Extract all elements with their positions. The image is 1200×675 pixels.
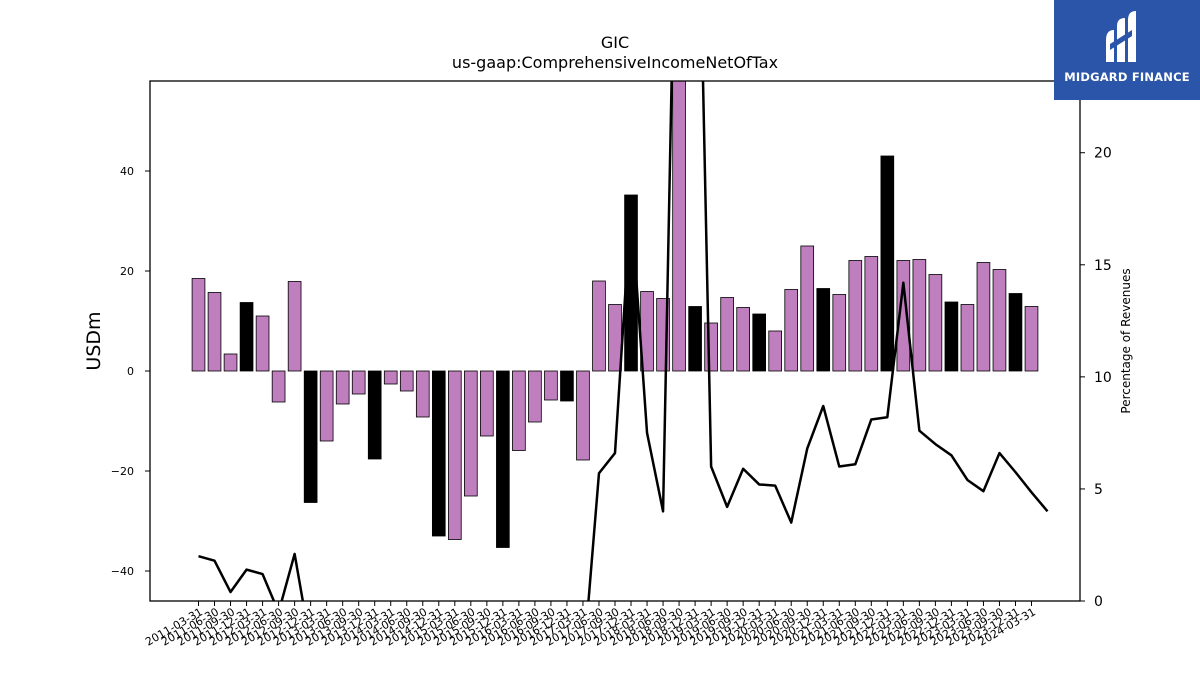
y2-tick-label: 15 [1094,258,1112,274]
brand-name: MIDGARD FINANCE [1064,70,1190,84]
y2-axis: 0 5 10 15 20 [1080,146,1112,610]
bar-2014-06-30 [399,370,414,392]
bar-2012-06-30 [271,370,286,403]
chart-subtitle: us-gaap:ComprehensiveIncomeNetOfTax [452,53,778,72]
bar-2013-12-31 [367,370,382,460]
bar-2021-09-30 [864,256,879,372]
y-tick-label: 0 [127,365,134,378]
bar-2012-12-31 [303,370,318,503]
y-tick-label: 40 [120,165,134,178]
y2-axis-label: Percentage of Revenues [1119,268,1133,413]
bar-2020-06-30 [784,289,799,372]
y-axis: −40 −20 0 20 40 [111,165,150,578]
bar-2022-12-31 [944,301,959,372]
bar-2012-03-31 [255,315,270,372]
bar-2015-12-31 [496,370,510,548]
bar-2021-06-30 [848,260,863,372]
y2-tick-label: 5 [1094,482,1103,498]
bar-2022-03-31 [896,260,911,372]
bar-2020-03-31 [768,330,783,372]
bar-2022-06-30 [912,259,927,372]
chart-title: GIC [601,33,629,52]
bar-2021-03-31 [832,294,847,372]
bar-2015-03-31 [447,370,462,540]
bar-2016-12-31 [560,370,574,402]
bar-2019-03-31 [704,322,718,372]
bar-2017-09-30 [608,304,622,372]
bar-2013-09-30 [351,370,366,395]
pct-revenue-series [198,81,1049,601]
bar-2014-12-31 [431,370,446,537]
bar-2014-03-31 [383,370,398,385]
bar-2022-09-30 [928,274,943,372]
bar-2011-03-31 [191,278,206,372]
bar-2023-09-30 [992,269,1007,372]
bar-2019-09-30 [736,307,750,372]
bar-2013-06-30 [335,370,350,405]
y-tick-label: −20 [111,465,134,478]
bar-2020-12-31 [816,288,831,372]
midgard-logo-icon [1106,11,1136,62]
y-tick-label: −40 [111,565,134,578]
y2-tick-label: 20 [1094,146,1112,162]
y-axis-label: USDm [83,311,105,370]
bar-2023-06-30 [976,262,991,372]
y2-tick-label: 0 [1094,594,1103,610]
bar-2017-03-31 [576,370,590,461]
x-axis: 2011-03-312011-06-302011-09-302011-12-31… [143,601,1038,649]
bar-2023-12-31 [1008,293,1023,372]
bar-2020-09-30 [800,245,815,372]
y2-tick-label: 10 [1094,370,1112,386]
bar-2012-09-30 [287,281,302,372]
bar-2019-06-30 [720,297,734,372]
bar-2017-06-30 [592,280,606,372]
bar-2024-03-31 [1024,306,1039,372]
bar-2016-09-30 [544,370,558,401]
bar-2016-06-30 [528,370,542,423]
bar-2011-06-30 [207,292,222,372]
bar-2018-09-30 [672,81,686,372]
bar-2014-09-30 [415,370,430,418]
bar-2015-09-30 [480,370,494,437]
pct-revenue-line [198,81,1049,601]
bar-2016-03-31 [512,370,526,451]
y-tick-label: 20 [120,265,134,278]
bar-2013-03-31 [319,370,334,442]
bar-2015-06-30 [464,370,478,497]
bar-2018-12-31 [688,306,702,372]
bar-series [191,81,1039,548]
bar-2023-03-31 [960,304,975,372]
bar-2011-09-30 [223,353,238,372]
bar-2011-12-31 [239,302,254,372]
bar-2019-12-31 [752,313,766,372]
bar-2021-12-31 [880,155,895,372]
brand-logo: MIDGARD FINANCE [1054,0,1200,100]
